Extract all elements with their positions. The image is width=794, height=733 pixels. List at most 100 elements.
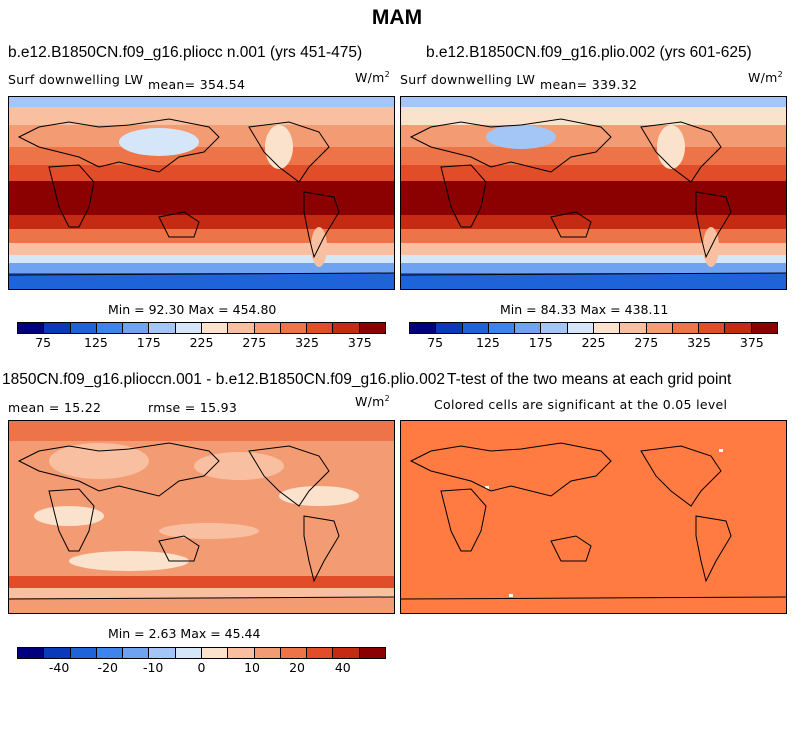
diff-blob-5 bbox=[159, 523, 259, 539]
coast3-australia bbox=[158, 535, 200, 562]
cbar-d-2 bbox=[70, 648, 97, 658]
band-north-3 bbox=[9, 147, 394, 165]
map-panel-2-graphic bbox=[401, 97, 786, 289]
cbar-tr-9 bbox=[646, 323, 673, 333]
cbar-tl-5 bbox=[149, 323, 176, 333]
cbar-d-13 bbox=[359, 648, 385, 658]
diff-south-band-2 bbox=[9, 588, 394, 598]
cbar-tl-7 bbox=[201, 323, 229, 333]
cbar-tl-12 bbox=[333, 323, 360, 333]
cbar-tr-10 bbox=[672, 323, 700, 333]
cbar-d-5 bbox=[149, 648, 176, 658]
coast4-australia bbox=[550, 535, 592, 562]
band2-antarctic bbox=[401, 273, 786, 289]
cbar-tr-4 bbox=[515, 323, 542, 333]
panel1-mean-value: 354.54 bbox=[199, 77, 246, 92]
panel3-units-exp: 2 bbox=[384, 394, 391, 403]
tick-tl-375: 375 bbox=[347, 335, 372, 350]
coast3-eurasia bbox=[17, 442, 220, 497]
panel3-stats: Min = 2.63 Max = 45.44 bbox=[108, 626, 261, 641]
panel3-mean-value: 15.22 bbox=[63, 400, 102, 415]
coast-antarctica bbox=[9, 272, 394, 276]
coastlines-4 bbox=[401, 442, 786, 600]
coast-north-america bbox=[248, 121, 330, 183]
colorbar-top-right-ticks: 75 125 175 225 275 325 375 bbox=[409, 335, 778, 351]
panel2-mean-value: 339.32 bbox=[591, 77, 638, 92]
diff-blob-3 bbox=[279, 486, 359, 506]
band2-north-1 bbox=[401, 107, 786, 125]
tick-tl-325: 325 bbox=[295, 335, 319, 350]
diff-blob-1 bbox=[49, 443, 149, 479]
coast-africa bbox=[48, 164, 95, 228]
cbar-tl-1 bbox=[44, 323, 71, 333]
map-panel-2 bbox=[400, 96, 787, 290]
panel1-mean-label: mean= bbox=[148, 77, 196, 92]
cbar-tr-12 bbox=[725, 323, 752, 333]
band-north-2 bbox=[9, 125, 394, 147]
coastlines bbox=[9, 118, 394, 276]
colorbar-top-left-ticks: 75 125 175 225 275 325 375 bbox=[17, 335, 386, 351]
panel3-rmse: rmse = 15.93 bbox=[148, 400, 237, 415]
tick-tr-225: 225 bbox=[581, 335, 606, 350]
band2-subtropic-n bbox=[401, 165, 786, 181]
cbar-tl-9 bbox=[254, 323, 281, 333]
band2-south-4 bbox=[401, 263, 786, 273]
colorbar-top-left bbox=[17, 322, 386, 334]
blob2-asia-cold bbox=[486, 125, 556, 149]
coast4-south-america bbox=[695, 515, 732, 583]
tick-tr-125: 125 bbox=[476, 335, 500, 350]
band2-south-1 bbox=[401, 229, 786, 243]
cbar-tl-11 bbox=[307, 323, 334, 333]
band-subtropic-s bbox=[9, 215, 394, 229]
coast4-eurasia bbox=[409, 442, 612, 497]
panel4-note: Colored cells are significant at the 0.0… bbox=[434, 397, 728, 412]
band2-tropics bbox=[401, 181, 786, 215]
cbar-tr-13 bbox=[751, 323, 777, 333]
tick-d-10: 10 bbox=[244, 660, 260, 675]
tick-d-m40: -40 bbox=[48, 660, 70, 675]
figure-title: MAM bbox=[371, 6, 423, 29]
diff-north-band bbox=[9, 421, 394, 441]
blob2-rockies bbox=[657, 125, 685, 169]
cbar-d-9 bbox=[254, 648, 281, 658]
coast3-antarctica bbox=[9, 596, 394, 600]
panel1-units-exp: 2 bbox=[384, 70, 391, 79]
coast-australia bbox=[158, 211, 200, 238]
band2-north-3 bbox=[401, 147, 786, 165]
tick-tl-275: 275 bbox=[242, 335, 267, 350]
cbar-d-12 bbox=[333, 648, 360, 658]
panel2-units: W/m2 bbox=[748, 70, 783, 85]
tick-tl-225: 225 bbox=[189, 335, 214, 350]
panel3-units: W/m2 bbox=[355, 394, 390, 409]
blob-asia-cold bbox=[119, 128, 199, 156]
band-antarctic bbox=[9, 273, 394, 289]
map-panel-4-graphic bbox=[401, 421, 786, 613]
diff-south-band bbox=[9, 576, 394, 588]
cbar-tr-3 bbox=[488, 323, 516, 333]
cbar-d-8 bbox=[228, 648, 255, 658]
panel1-mean: mean= 354.54 bbox=[148, 77, 245, 92]
cbar-d-4 bbox=[123, 648, 150, 658]
coast-south-america bbox=[303, 191, 340, 259]
cbar-d-7 bbox=[201, 648, 229, 658]
coast2-antarctica bbox=[401, 272, 786, 276]
panel2-mean-label: mean= bbox=[540, 77, 588, 92]
cbar-tl-6 bbox=[175, 323, 202, 333]
tick-tr-375: 375 bbox=[739, 335, 764, 350]
tick-tr-75: 75 bbox=[427, 335, 444, 350]
diff-blob-4 bbox=[34, 506, 104, 526]
cbar-tl-10 bbox=[280, 323, 308, 333]
cbar-d-10 bbox=[280, 648, 308, 658]
diff-blob-2 bbox=[194, 452, 284, 480]
tick-tl-175: 175 bbox=[136, 335, 161, 350]
band-south-1 bbox=[9, 229, 394, 243]
diff-antarctic bbox=[9, 598, 394, 613]
panel2-stats: Min = 84.33 Max = 438.11 bbox=[500, 302, 669, 317]
band-south-3 bbox=[9, 255, 394, 263]
cbar-tl-0 bbox=[18, 323, 45, 333]
ttest-gap-2 bbox=[485, 486, 489, 489]
coast2-africa bbox=[440, 164, 487, 228]
panel1-variable: Surf downwelling LW bbox=[8, 72, 144, 87]
panel1-units-base: W/m bbox=[355, 70, 385, 86]
coast3-south-america bbox=[303, 515, 340, 583]
